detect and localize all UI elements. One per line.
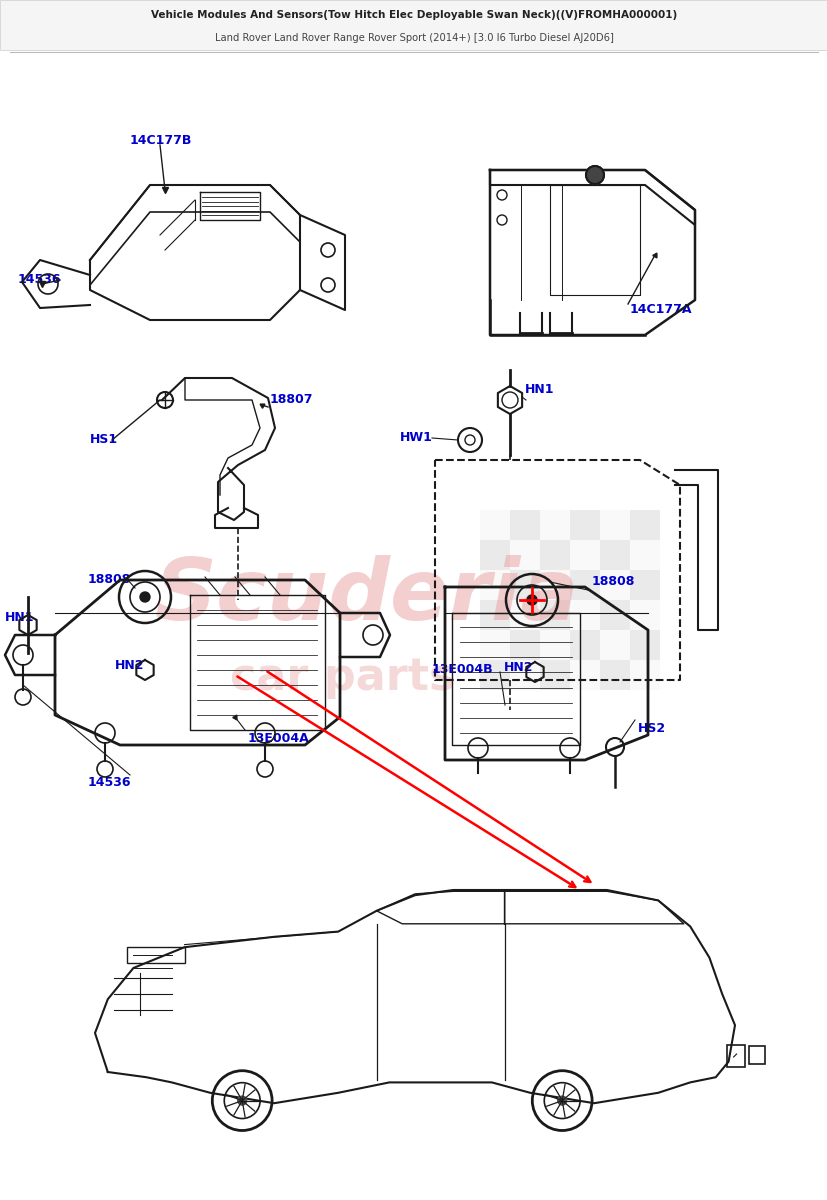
- Text: HN2: HN2: [115, 660, 145, 672]
- Bar: [569, 600, 600, 630]
- Circle shape: [140, 592, 150, 602]
- Bar: [509, 660, 539, 690]
- Bar: [600, 510, 629, 540]
- Text: car parts: car parts: [230, 656, 455, 698]
- Bar: [539, 600, 569, 630]
- Bar: [539, 570, 569, 600]
- Circle shape: [586, 166, 603, 184]
- Bar: [509, 600, 539, 630]
- Bar: [600, 540, 629, 570]
- Text: HS2: HS2: [638, 721, 665, 734]
- Circle shape: [557, 1096, 566, 1105]
- Bar: [600, 600, 629, 630]
- Bar: [726, 1045, 743, 1067]
- Bar: [480, 540, 509, 570]
- Bar: [629, 600, 659, 630]
- Bar: [600, 630, 629, 660]
- Text: HN1: HN1: [5, 612, 35, 624]
- Text: 14536: 14536: [18, 274, 61, 287]
- Bar: [480, 600, 509, 630]
- Bar: [539, 660, 569, 690]
- Text: 13E004B: 13E004B: [432, 664, 493, 677]
- Bar: [569, 660, 600, 690]
- Bar: [127, 947, 184, 962]
- Text: HN1: HN1: [524, 384, 554, 396]
- Text: 18808: 18808: [88, 574, 131, 587]
- Bar: [629, 540, 659, 570]
- Bar: [480, 570, 509, 600]
- Text: 13E004A: 13E004A: [248, 732, 309, 744]
- Text: 14C177A: 14C177A: [629, 304, 691, 317]
- Bar: [509, 630, 539, 660]
- Text: 18807: 18807: [270, 394, 313, 407]
- Bar: [629, 630, 659, 660]
- Bar: [480, 630, 509, 660]
- Text: 14C177B: 14C177B: [130, 133, 192, 146]
- Text: Land Rover Land Rover Range Rover Sport (2014+) [3.0 I6 Turbo Diesel AJ20D6]: Land Rover Land Rover Range Rover Sport …: [214, 32, 613, 43]
- Bar: [480, 660, 509, 690]
- Bar: [539, 630, 569, 660]
- Bar: [629, 510, 659, 540]
- Bar: [600, 570, 629, 600]
- Bar: [509, 540, 539, 570]
- Bar: [480, 510, 509, 540]
- Bar: [509, 510, 539, 540]
- Circle shape: [526, 595, 537, 605]
- Text: 18808: 18808: [591, 576, 634, 588]
- Bar: [569, 540, 600, 570]
- Bar: [569, 510, 600, 540]
- Text: Vehicle Modules And Sensors(Tow Hitch Elec Deployable Swan Neck)((V)FROMHA000001: Vehicle Modules And Sensors(Tow Hitch El…: [151, 10, 676, 20]
- Bar: [539, 540, 569, 570]
- Bar: [569, 630, 600, 660]
- Bar: [539, 510, 569, 540]
- Bar: [0, 0, 827, 50]
- Bar: [569, 570, 600, 600]
- Bar: [629, 660, 659, 690]
- Bar: [600, 660, 629, 690]
- Text: HN2: HN2: [504, 661, 533, 674]
- Bar: [509, 570, 539, 600]
- Bar: [748, 1046, 763, 1064]
- Bar: [629, 570, 659, 600]
- Text: HS1: HS1: [90, 433, 118, 446]
- Text: Scuderia: Scuderia: [155, 554, 579, 638]
- Circle shape: [237, 1096, 246, 1105]
- Text: HW1: HW1: [399, 432, 433, 444]
- Text: 14536: 14536: [88, 775, 131, 788]
